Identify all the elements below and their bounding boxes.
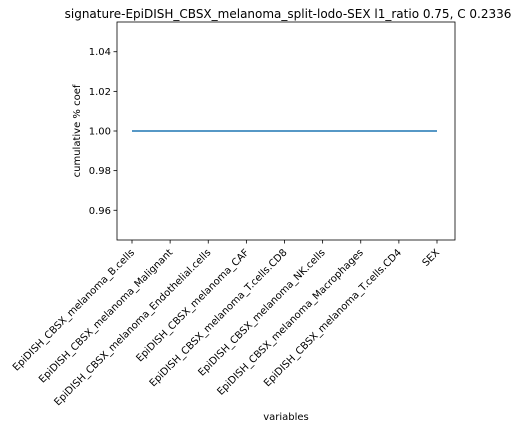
x-axis: EpiDISH_CBSX_melanoma_B.cellsEpiDISH_CBS… [11, 240, 442, 408]
y-tick-label: 1.04 [89, 47, 111, 58]
y-tick-label: 1.02 [89, 87, 111, 98]
x-axis-label: variables [263, 412, 309, 423]
chart-title: signature-EpiDISH_CBSX_melanoma_split-lo… [65, 7, 512, 21]
x-tick-label: SEX [421, 247, 443, 269]
x-tick-label: EpiDISH_CBSX_melanoma_Macrophages [215, 247, 365, 397]
y-tick-label: 1.00 [89, 127, 111, 138]
x-tick-label: EpiDISH_CBSX_melanoma_T.cells.CD4 [262, 247, 404, 389]
x-tick-label: EpiDISH_CBSX_melanoma_Malignant [37, 247, 175, 385]
x-tick-label: EpiDISH_CBSX_melanoma_Endothelial.cells [52, 247, 213, 408]
y-axis-label: cumulative % coef [72, 84, 83, 177]
x-tick-label: EpiDISH_CBSX_melanoma_T.cells.CD8 [148, 247, 290, 389]
y-axis: 0.96 0.98 1.00 1.02 1.04 [89, 47, 117, 217]
y-tick-label: 0.98 [89, 166, 111, 177]
y-tick-label: 0.96 [89, 206, 111, 217]
